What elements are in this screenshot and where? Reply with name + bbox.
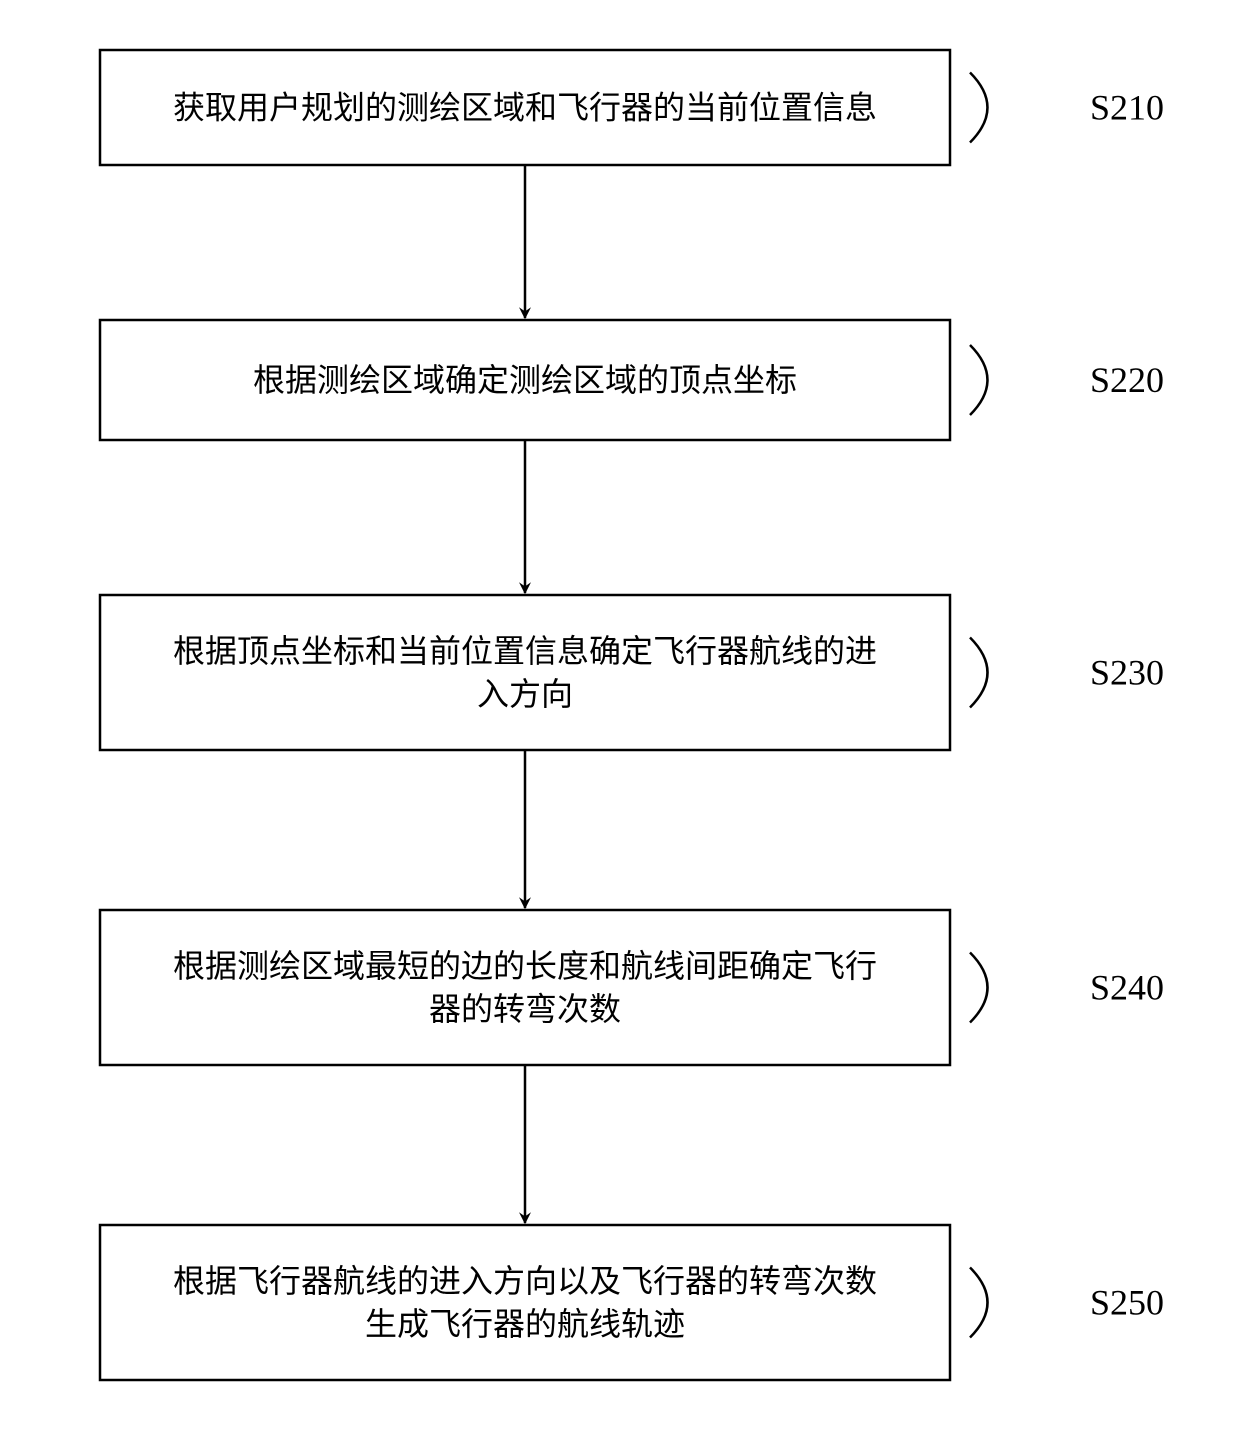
flow-box — [100, 1225, 950, 1380]
flow-box — [100, 910, 950, 1065]
flow-box-text: 根据顶点坐标和当前位置信息确定飞行器航线的进 — [173, 633, 877, 669]
flow-node-s230: 根据顶点坐标和当前位置信息确定飞行器航线的进入方向 S230 — [100, 595, 1164, 750]
flow-box-text: 根据测绘区域最短的边的长度和航线间距确定飞行 — [173, 948, 877, 984]
flow-box-text: 入方向 — [477, 676, 573, 712]
bracket-connector — [970, 1268, 988, 1338]
flow-box-text: 根据飞行器航线的进入方向以及飞行器的转弯次数 — [173, 1263, 877, 1299]
flow-box-text: 根据测绘区域确定测绘区域的顶点坐标 — [253, 362, 797, 398]
step-label: S220 — [1090, 360, 1164, 400]
flow-node-s210: 获取用户规划的测绘区域和飞行器的当前位置信息 S210 — [100, 50, 1164, 165]
flow-node-s220: 根据测绘区域确定测绘区域的顶点坐标 S220 — [100, 320, 1164, 440]
flow-box-text: 生成飞行器的航线轨迹 — [365, 1306, 685, 1342]
flow-box — [100, 595, 950, 750]
bracket-connector — [970, 73, 988, 143]
bracket-connector — [970, 638, 988, 708]
step-label: S210 — [1090, 88, 1164, 128]
flow-node-s240: 根据测绘区域最短的边的长度和航线间距确定飞行器的转弯次数 S240 — [100, 910, 1164, 1065]
step-label: S250 — [1090, 1283, 1164, 1323]
flow-node-s250: 根据飞行器航线的进入方向以及飞行器的转弯次数生成飞行器的航线轨迹 S250 — [100, 1225, 1164, 1380]
flow-box-text: 器的转弯次数 — [429, 991, 621, 1027]
step-label: S240 — [1090, 968, 1164, 1008]
bracket-connector — [970, 345, 988, 415]
bracket-connector — [970, 953, 988, 1023]
flow-box-text: 获取用户规划的测绘区域和飞行器的当前位置信息 — [173, 90, 877, 126]
step-label: S230 — [1090, 653, 1164, 693]
